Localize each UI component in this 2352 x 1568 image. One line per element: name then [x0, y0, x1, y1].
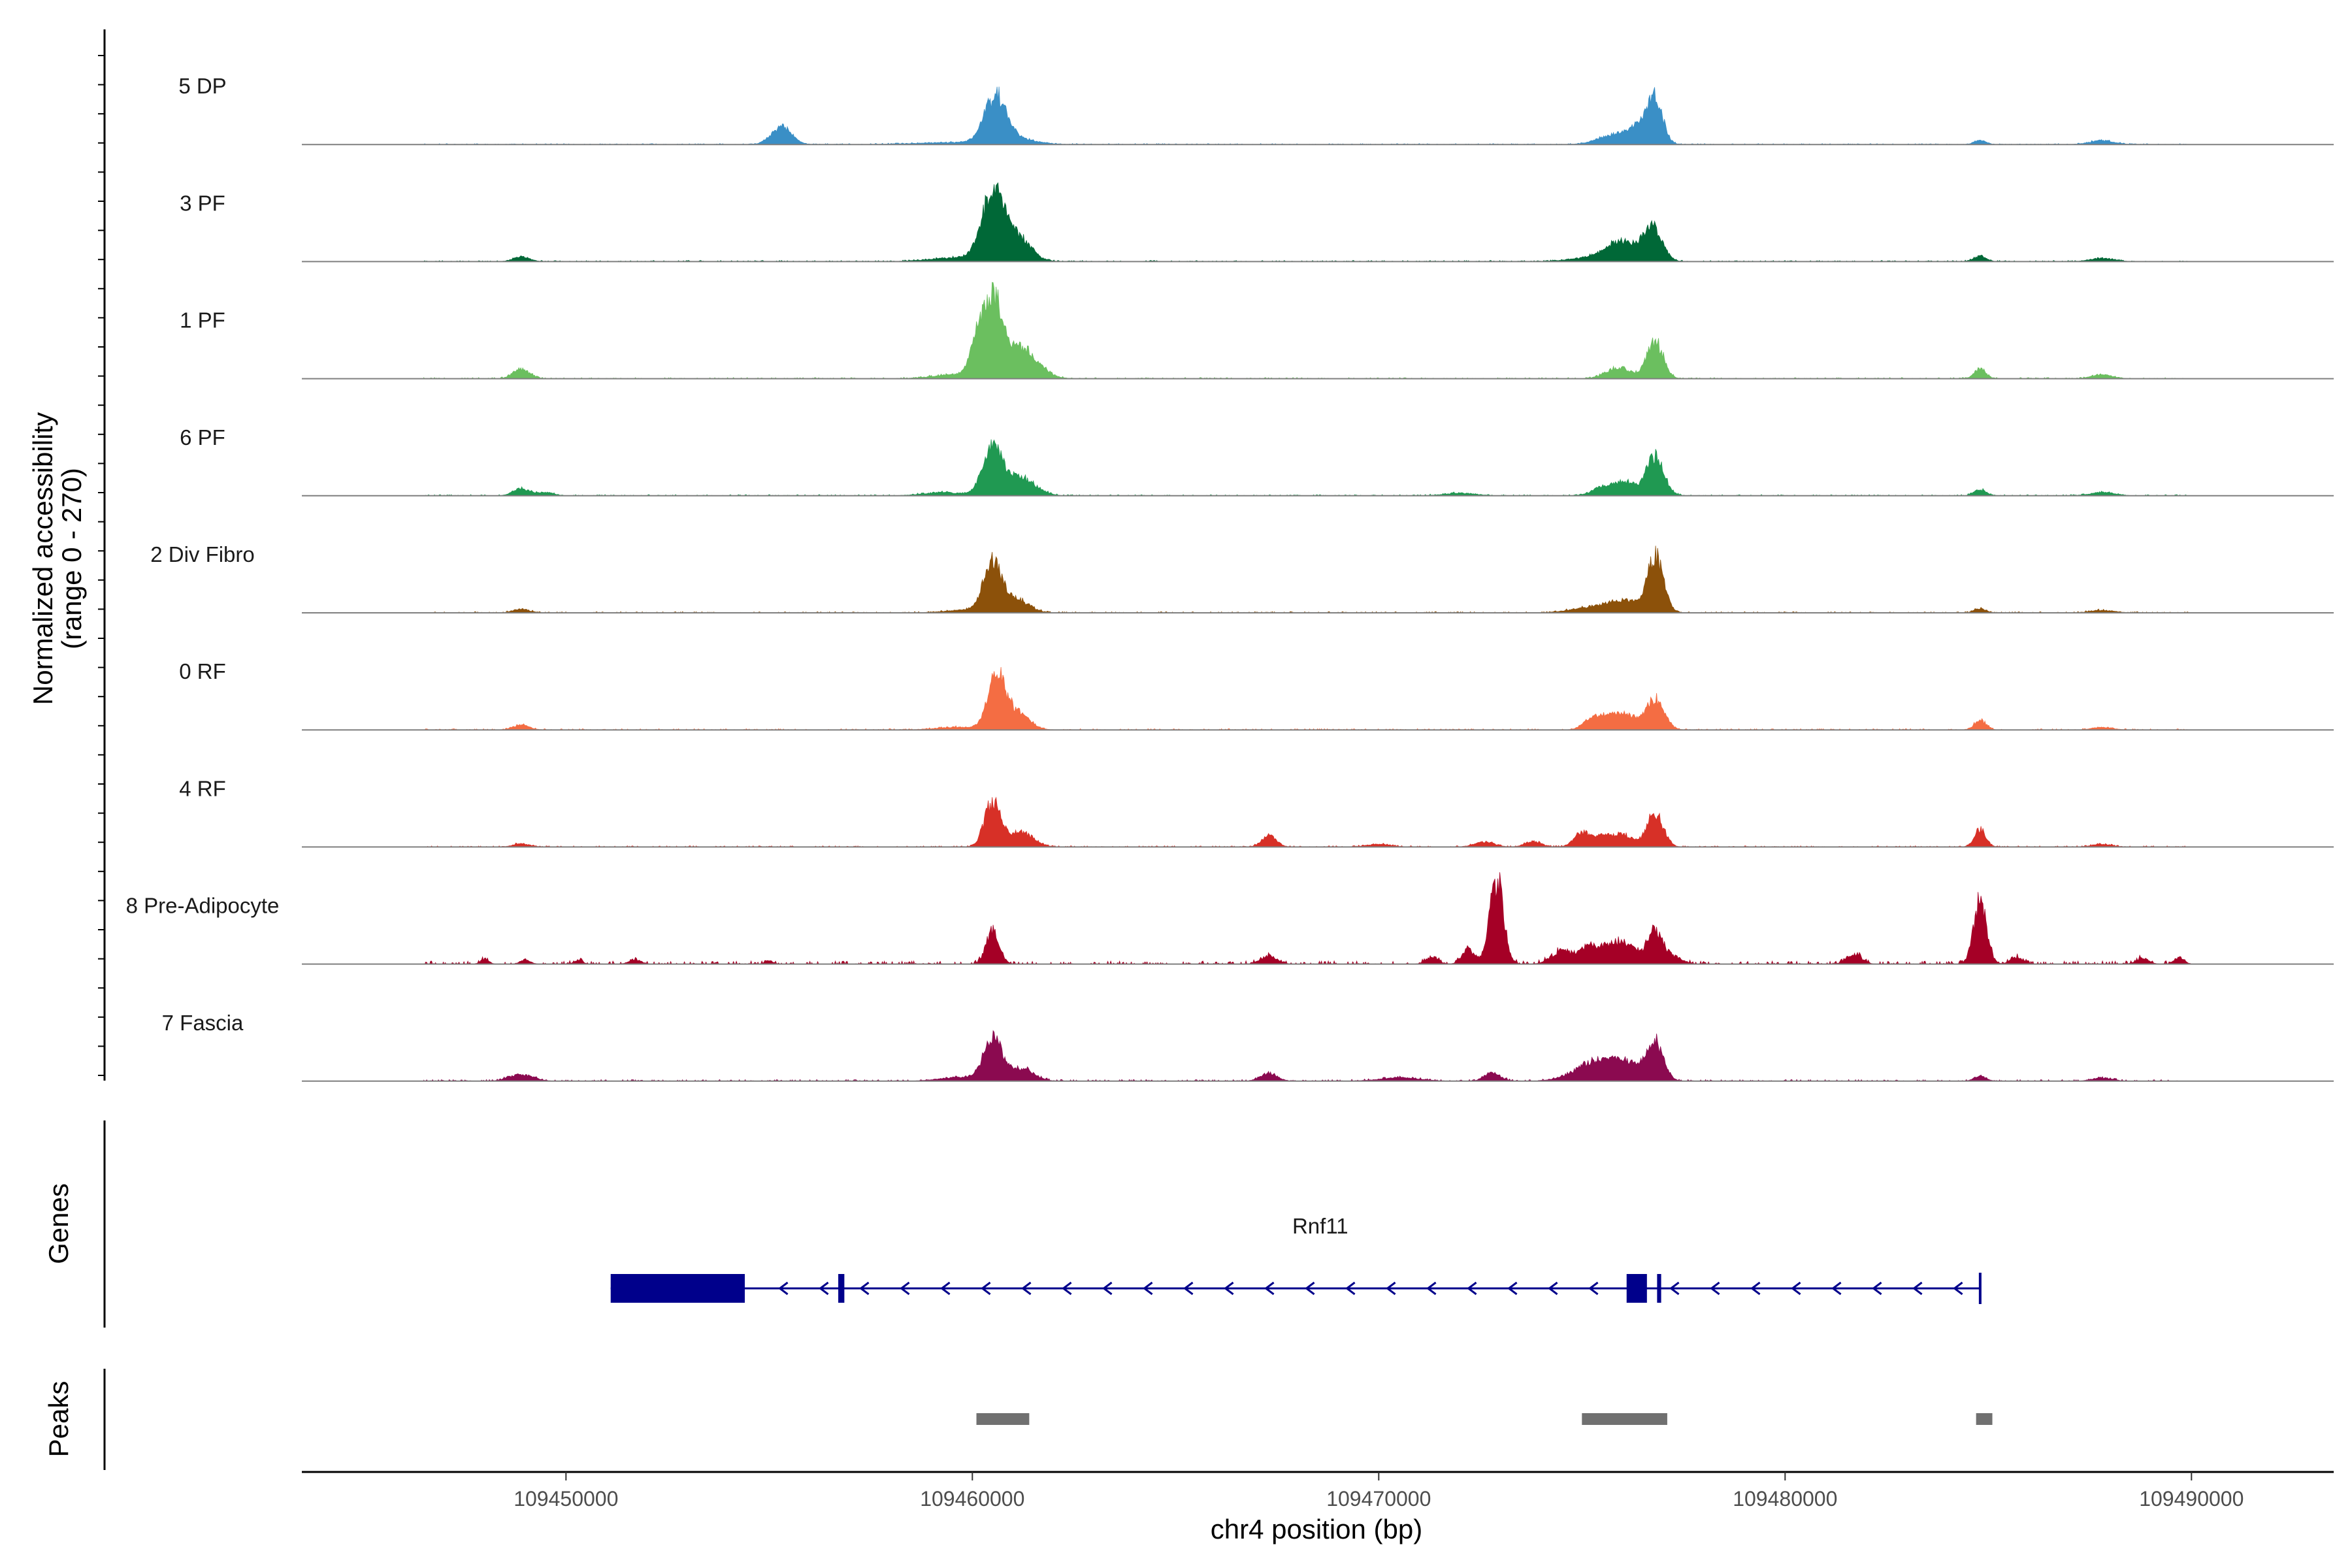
strand-arrow: [1588, 1281, 1599, 1296]
strand-arrow: [1386, 1281, 1396, 1296]
x-axis: 109450000 109460000 109470000 109480000 1094…: [302, 1471, 2334, 1511]
track-label-0-rf: 0 RF: [179, 659, 226, 683]
track-3-pf: 3 PF: [180, 182, 2334, 263]
coverage-area-3-pf: [423, 182, 2192, 263]
strand-arrow: [1345, 1281, 1356, 1296]
strand-arrow: [1426, 1281, 1437, 1296]
x-tick-label: 109450000: [514, 1487, 618, 1511]
strand-arrow: [1264, 1281, 1275, 1296]
coverage-area-7-fascia: [423, 1030, 2192, 1082]
track-label-6-pf: 6 PF: [180, 425, 225, 449]
strand-arrow: [1507, 1281, 1518, 1296]
track-7-fascia: 7 Fascia: [162, 1011, 2334, 1082]
coverage-area-2-div-fibro: [423, 546, 2192, 613]
track-label-8-pre-adipocyte: 8 Pre-Adipocyte: [126, 894, 280, 918]
track-0-rf: 0 RF: [179, 659, 2334, 731]
strand-arrow: [900, 1281, 910, 1296]
strand-arrow: [1224, 1281, 1234, 1296]
track-4-rf: 4 RF: [179, 776, 2334, 848]
track-label-3-pf: 3 PF: [180, 191, 225, 215]
y-axis-title-line2: (range 0 - 270): [56, 468, 87, 649]
strand-arrow: [1710, 1281, 1720, 1296]
strand-arrow: [1062, 1281, 1072, 1296]
track-2-div-fibro: 2 Div Fibro: [150, 542, 2334, 613]
gene-label-rnf11: Rnf11: [1292, 1214, 1348, 1238]
track-6-pf: 6 PF: [180, 425, 2334, 497]
peak-region-2: [1582, 1413, 1667, 1425]
track-label-5-dp: 5 DP: [178, 74, 226, 98]
track-8-pre-adipocyte: 8 Pre-Adipocyte: [126, 872, 2334, 965]
track-label-7-fascia: 7 Fascia: [162, 1011, 244, 1035]
x-axis-title: chr4 position (bp): [1211, 1514, 1423, 1544]
strand-arrow: [1548, 1281, 1558, 1296]
track-1-pf: 1 PF: [180, 282, 2334, 380]
coverage-area-4-rf: [423, 796, 2192, 847]
strand-arrow: [1102, 1281, 1113, 1296]
x-tick-label: 109480000: [1733, 1487, 1837, 1511]
coverage-y-axis: [98, 29, 106, 1081]
y-axis-title-line1: Normalized accessibility: [27, 412, 58, 705]
peaks-track: [976, 1413, 1993, 1425]
gene-exon-1: [610, 1274, 745, 1303]
coverage-area-6-pf: [423, 439, 2192, 497]
strand-arrow: [1669, 1281, 1680, 1296]
track-label-2-div-fibro: 2 Div Fibro: [150, 542, 255, 566]
peaks-track-label: Peaks: [43, 1381, 74, 1458]
track-5-dp: 5 DP: [178, 74, 2334, 146]
coverage-area-0-rf: [423, 666, 2192, 730]
strand-arrow: [1467, 1281, 1477, 1296]
strand-arrow: [1183, 1281, 1194, 1296]
strand-arrow: [1143, 1281, 1153, 1296]
strand-arrow: [1305, 1281, 1315, 1296]
gene-track: [610, 1273, 1982, 1304]
strand-arrow: [1912, 1281, 1923, 1296]
coverage-area-5-dp: [423, 86, 2192, 145]
strand-arrow: [1872, 1281, 1882, 1296]
strand-arrow: [1791, 1281, 1801, 1296]
strand-arrow: [1953, 1281, 1963, 1296]
coverage-tracks: 5 DP 3 PF 1 PF 6 PF 2 Div Fibro 0 RF 4 RF 8 Pre…: [126, 74, 2334, 1082]
coverage-area-1-pf: [423, 282, 2192, 380]
strand-arrow: [940, 1281, 951, 1296]
gene-exon-4: [1657, 1274, 1661, 1303]
strand-arrow: [859, 1281, 870, 1296]
strand-arrow: [1750, 1281, 1761, 1296]
coverage-area-8-pre-adipocyte: [423, 872, 2193, 965]
x-tick-label: 109490000: [2139, 1487, 2244, 1511]
genes-track-label: Genes: [43, 1183, 74, 1264]
strand-arrow: [1021, 1281, 1032, 1296]
peak-region-1: [976, 1413, 1030, 1425]
track-label-4-rf: 4 RF: [179, 776, 226, 800]
peak-region-3: [1976, 1413, 1993, 1425]
gene-exon-3: [1626, 1274, 1647, 1303]
strand-arrow: [1831, 1281, 1842, 1296]
strand-arrow: [981, 1281, 991, 1296]
strand-arrow: [778, 1281, 789, 1296]
track-label-1-pf: 1 PF: [180, 308, 225, 333]
x-tick-label: 109460000: [920, 1487, 1024, 1511]
x-tick-label: 109470000: [1326, 1487, 1431, 1511]
gene-exon-2: [838, 1274, 845, 1303]
strand-arrow: [819, 1281, 829, 1296]
